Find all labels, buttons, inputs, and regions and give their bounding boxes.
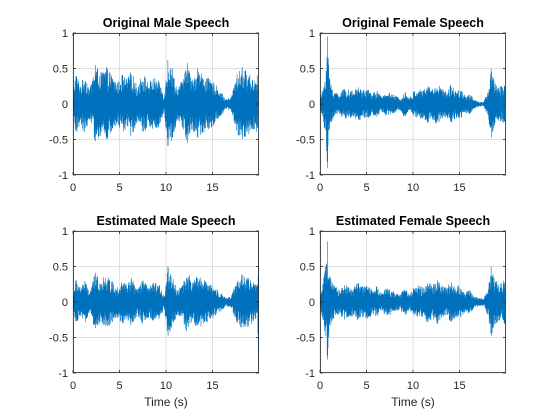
y-tick-label: 0.5 bbox=[300, 262, 315, 274]
x-tick-label: 15 bbox=[206, 182, 218, 194]
x-tick-label: 15 bbox=[206, 380, 218, 392]
x-tick-label: 0 bbox=[317, 380, 323, 392]
x-tick-label: 0 bbox=[70, 380, 76, 392]
x-axis-label: Time (s) bbox=[391, 395, 435, 409]
y-tick-label: 1 bbox=[309, 28, 315, 40]
x-tick-label: 5 bbox=[363, 182, 369, 194]
axes-title: Estimated Male Speech bbox=[97, 214, 236, 228]
waveform-line bbox=[73, 59, 259, 146]
x-tick-label: 10 bbox=[160, 380, 172, 392]
waveform-line bbox=[320, 241, 506, 360]
y-tick-label: -1 bbox=[58, 170, 68, 182]
x-tick-label: 5 bbox=[116, 182, 122, 194]
y-tick-label: 1 bbox=[62, 28, 68, 40]
y-tick-label: 0.5 bbox=[53, 64, 68, 76]
y-tick-label: 1 bbox=[62, 226, 68, 238]
axes-original-male: 0 5 10 15 -1 -0.5 0 0.5 1 Original Male Speech bbox=[49, 16, 259, 194]
x-tick-label: 10 bbox=[407, 380, 419, 392]
y-tick-label: 0.5 bbox=[300, 64, 315, 76]
x-tick-label: 0 bbox=[70, 182, 76, 194]
waveform-line bbox=[320, 36, 506, 169]
y-tick-label: 0.5 bbox=[53, 262, 68, 274]
axes-title: Estimated Female Speech bbox=[336, 214, 490, 228]
axes-title: Original Female Speech bbox=[342, 16, 484, 30]
y-tick-label: 0 bbox=[62, 297, 68, 309]
y-tick-label: 0 bbox=[309, 99, 315, 111]
y-tick-label: -0.5 bbox=[296, 333, 315, 345]
x-axis-label: Time (s) bbox=[144, 395, 188, 409]
x-tick-label: 10 bbox=[407, 182, 419, 194]
x-tick-label: 5 bbox=[363, 380, 369, 392]
x-tick-label: 10 bbox=[160, 182, 172, 194]
y-tick-label: 0 bbox=[309, 297, 315, 309]
y-tick-label: -1 bbox=[305, 170, 315, 182]
x-tick-label: 5 bbox=[116, 380, 122, 392]
x-tick-label: 15 bbox=[453, 380, 465, 392]
y-tick-label: -0.5 bbox=[49, 135, 68, 147]
y-tick-label: -0.5 bbox=[296, 135, 315, 147]
axes-original-female: 0 5 10 15 -1 -0.5 0 0.5 1 Original Female Speech bbox=[296, 16, 506, 194]
y-tick-label: -1 bbox=[58, 368, 68, 380]
y-tick-label: -1 bbox=[305, 368, 315, 380]
y-tick-label: -0.5 bbox=[49, 333, 68, 345]
axes-estimated-male: 0 5 10 15 -1 -0.5 0 0.5 1 Estimated Male Speech Ti… bbox=[49, 214, 259, 409]
y-tick-label: 1 bbox=[309, 226, 315, 238]
y-tick-label: 0 bbox=[62, 99, 68, 111]
x-tick-label: 0 bbox=[317, 182, 323, 194]
x-tick-label: 15 bbox=[453, 182, 465, 194]
axes-title: Original Male Speech bbox=[103, 16, 229, 30]
axes-estimated-female: 0 5 10 15 -1 -0.5 0 0.5 1 Estimated Female Speech… bbox=[296, 214, 506, 409]
